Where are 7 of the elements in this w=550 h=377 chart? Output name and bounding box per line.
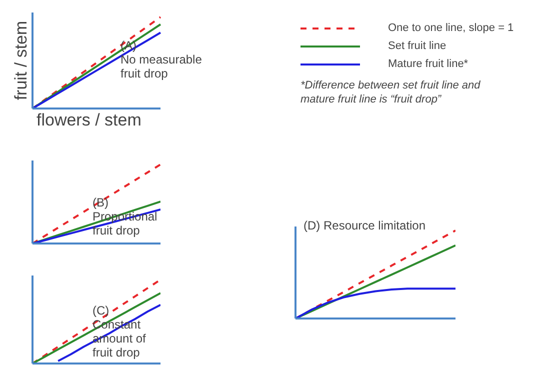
text: One to one line, slope = 1 xyxy=(388,22,514,34)
annotation: (D) Resource limitation xyxy=(304,218,426,232)
text: Mature fruit line* xyxy=(388,58,468,70)
text: *Difference between set fruit line and mature fruit line is “fruit drop” xyxy=(300,80,482,106)
x-axis-title: flowers / stem xyxy=(36,110,142,130)
y-axis-title: fruit / stem xyxy=(12,20,30,100)
text: Set fruit line xyxy=(388,40,446,52)
